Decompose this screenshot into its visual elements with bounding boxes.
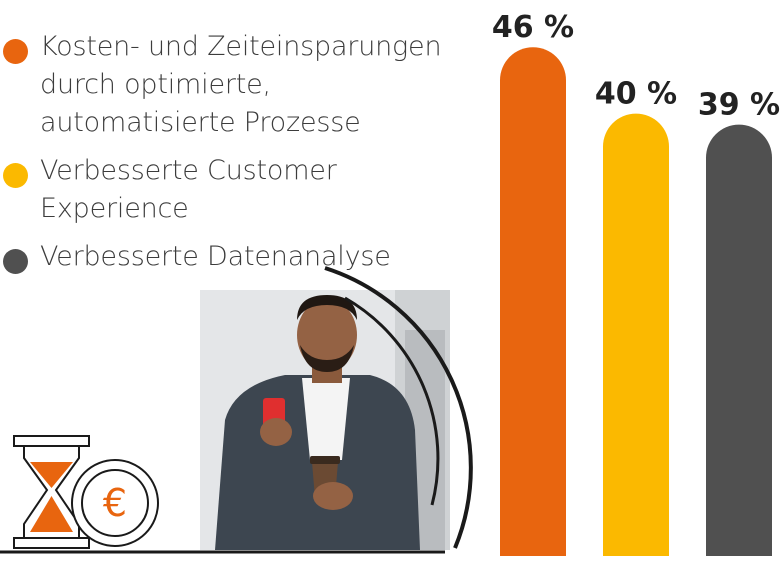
value-label-cost-savings: 46 % bbox=[492, 10, 574, 45]
hourglass-icon bbox=[13, 435, 90, 549]
bar-data-analysis bbox=[706, 124, 772, 556]
legend-item-customer-experience: Verbesserte Customer Experience bbox=[0, 152, 480, 228]
bar-customer-experience bbox=[603, 113, 669, 556]
person-photo bbox=[200, 290, 450, 550]
legend-dot-customer-experience bbox=[3, 163, 28, 188]
legend-label-data-analysis: Verbesserte Datenanalyse bbox=[40, 241, 391, 272]
euro-coin-icon: € bbox=[71, 459, 159, 547]
bar-cost-savings bbox=[500, 47, 566, 557]
value-label-data-analysis: 39 % bbox=[698, 88, 780, 123]
legend-label-cost-savings: Kosten- und Zeiteinsparungen durch optim… bbox=[40, 31, 442, 138]
legend-label-customer-experience: Verbesserte Customer Experience bbox=[40, 155, 337, 224]
legend-item-data-analysis: Verbesserte Datenanalyse bbox=[0, 238, 480, 276]
legend-dot-cost-savings bbox=[3, 39, 28, 64]
legend-dot-data-analysis bbox=[3, 249, 28, 274]
legend-item-cost-savings: Kosten- und Zeiteinsparungen durch optim… bbox=[0, 28, 480, 142]
chart-legend: Kosten- und Zeiteinsparungen durch optim… bbox=[0, 28, 480, 286]
decorative-arcs bbox=[324, 266, 473, 549]
svg-text:€: € bbox=[103, 481, 127, 525]
value-label-customer-experience: 40 % bbox=[595, 77, 677, 112]
